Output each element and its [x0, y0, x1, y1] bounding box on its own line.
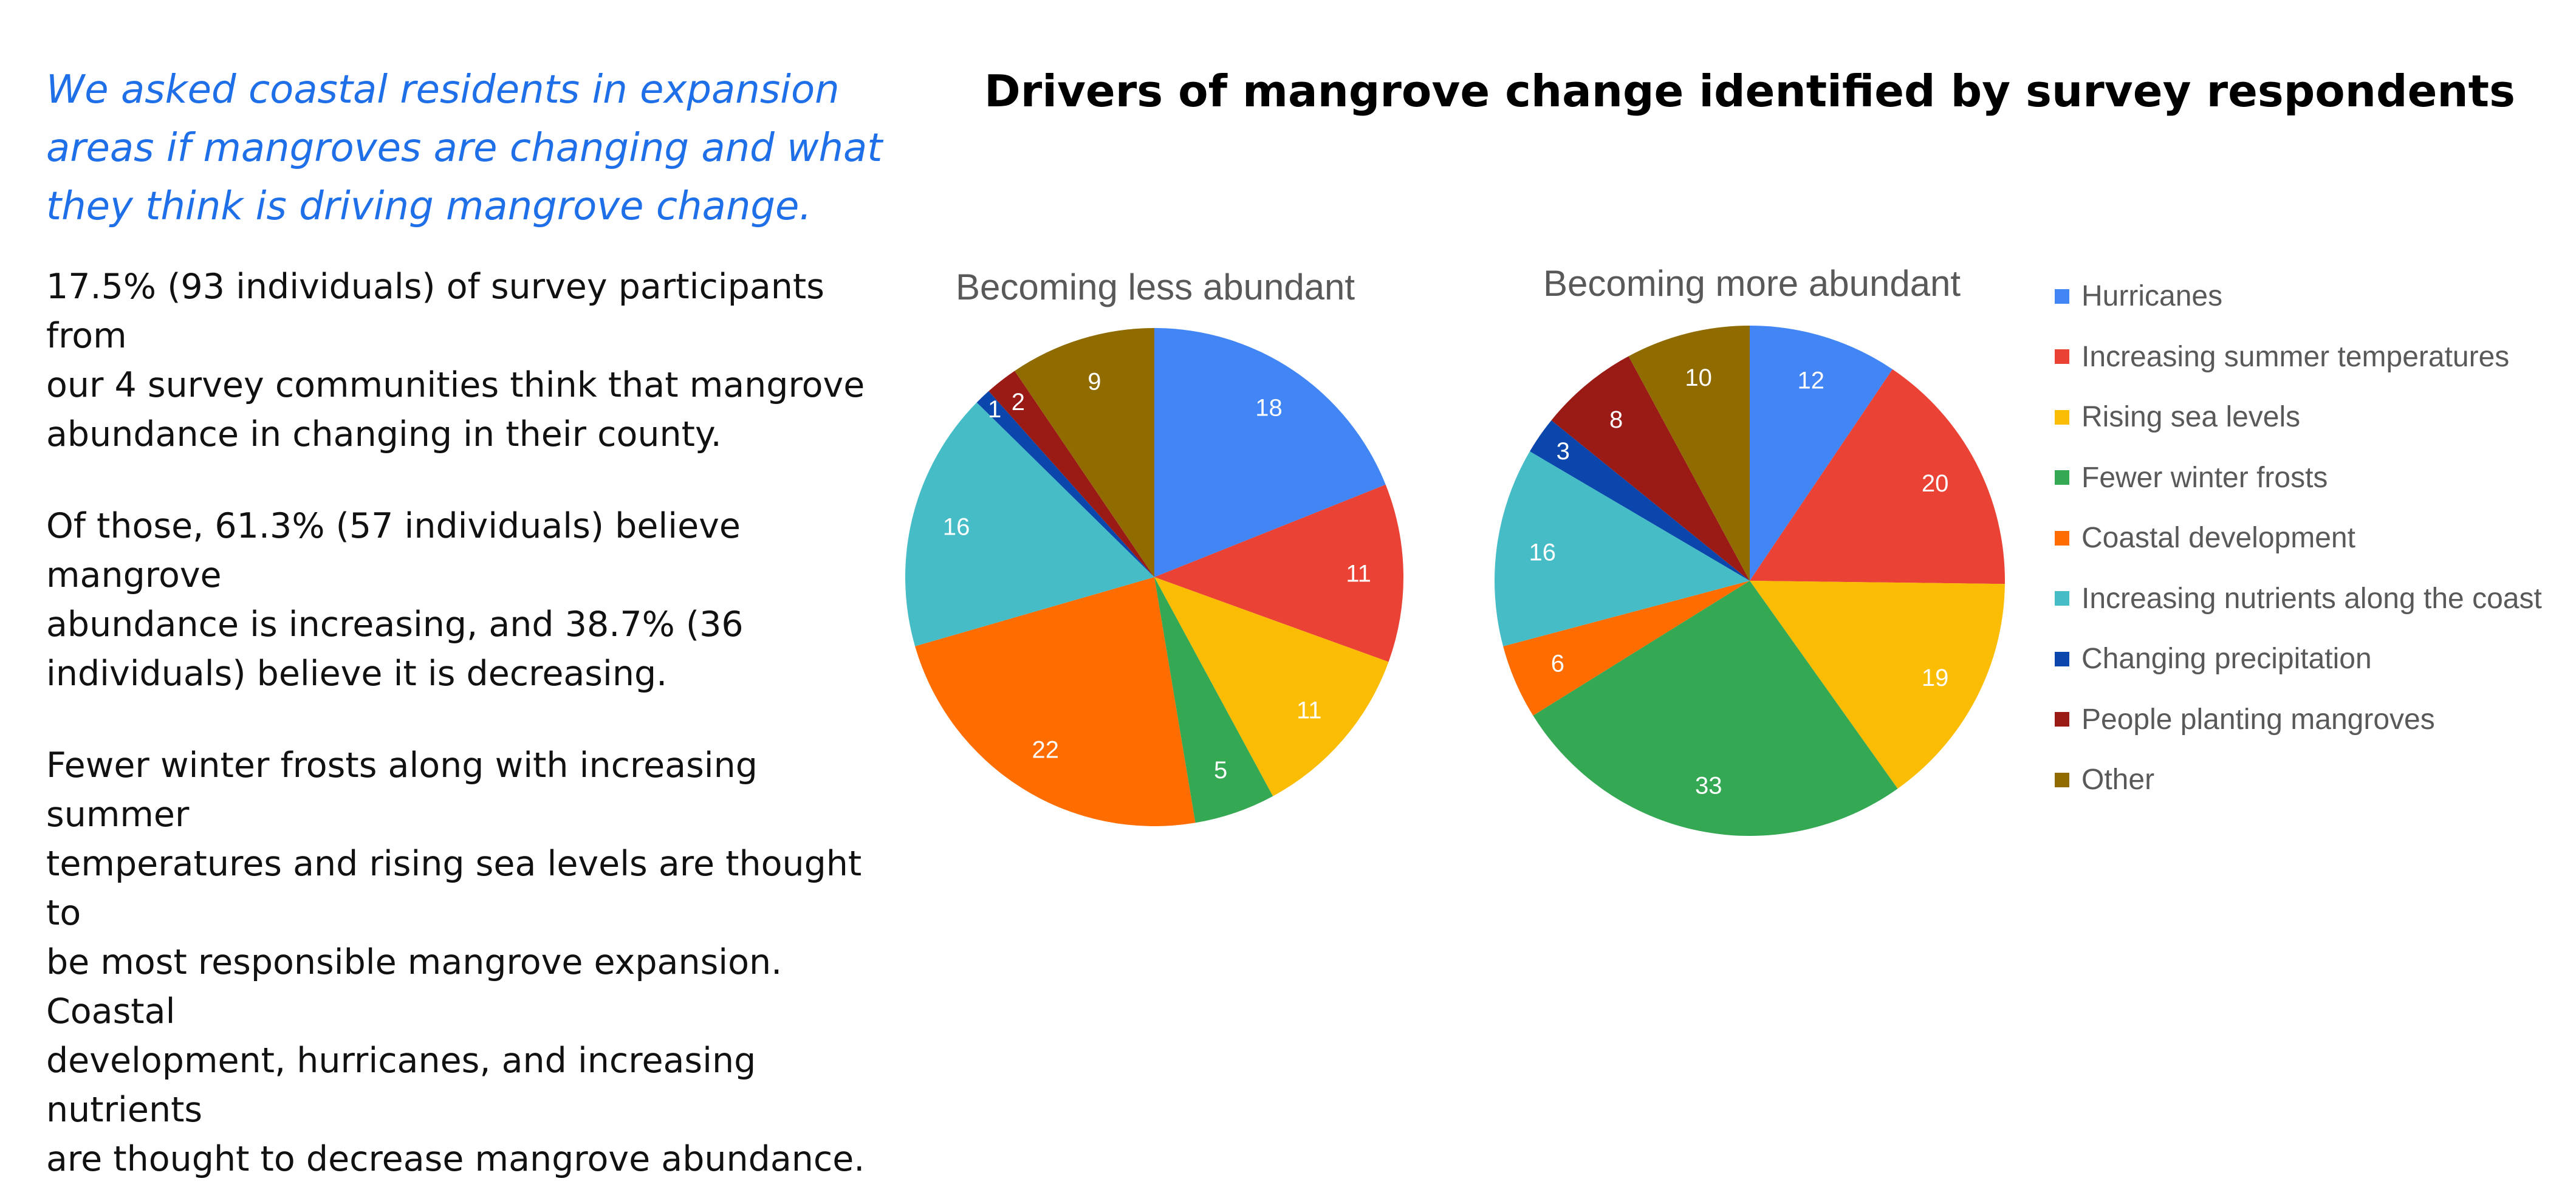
pie-less-slice-coastal-development [915, 577, 1196, 826]
legend-label: Increasing summer temperatures [2081, 340, 2510, 373]
pie-less-slice-rising-sea-levels [1154, 577, 1389, 796]
paragraph-direction: Of those, 61.3% (57 individuals) believe… [46, 506, 744, 694]
legend-swatch [2055, 772, 2069, 787]
legend-item-hurricanes: Hurricanes [2055, 266, 2542, 327]
pie-less-slice-fewer-winter-frosts [1154, 577, 1273, 823]
legend-swatch [2055, 712, 2069, 727]
paragraph-drivers: Fewer winter frosts along with increasin… [46, 745, 865, 1179]
intro-text: We asked coastal residents in expansion … [46, 67, 883, 229]
pie-more-label-other: 10 [1685, 364, 1712, 391]
pie-less-slice-changing-precipitation [976, 391, 1154, 577]
legend-swatch [2055, 591, 2069, 606]
legend-item-increasing-summer-temperatures: Increasing summer temperatures [2055, 327, 2542, 388]
pie-more-label-increasing-summer-temperatures: 20 [1922, 470, 1949, 497]
pie-less-label-coastal-development: 22 [1032, 736, 1060, 763]
pie-title-less-abundant: Becoming less abundant [956, 267, 1355, 307]
pie-more-label-rising-sea-levels: 19 [1922, 665, 1949, 691]
pie-more-slice-hurricanes [1750, 326, 1893, 581]
pie-less-slice-hurricanes [1154, 328, 1386, 577]
legend-label: People planting mangroves [2081, 703, 2435, 736]
legend-label: Hurricanes [2081, 280, 2223, 313]
pie-less-label-changing-precipitation: 1 [988, 396, 1001, 423]
legend-item-other: Other [2055, 750, 2542, 810]
pie-more-slice-increasing-nutrients-along-the-coast [1495, 451, 1750, 646]
pie-less-slice-people-planting-mangroves [988, 371, 1154, 577]
pie-more-slice-changing-precipitation [1530, 420, 1750, 581]
legend-item-rising-sea-levels: Rising sea levels [2055, 387, 2542, 448]
pie-more-slice-increasing-summer-temperatures [1750, 369, 2005, 584]
legend-label: Increasing nutrients along the coast [2081, 582, 2542, 615]
legend-swatch [2055, 349, 2069, 364]
pie-title-more-abundant: Becoming more abundant [1543, 263, 1961, 304]
pie-more-label-people-planting-mangroves: 8 [1609, 406, 1623, 433]
legend-label: Coastal development [2081, 522, 2355, 555]
legend-item-people-planting-mangroves: People planting mangroves [2055, 690, 2542, 750]
pie-less-label-increasing-summer-temperatures: 11 [1346, 560, 1371, 587]
pie-less-label-people-planting-mangroves: 2 [1012, 389, 1025, 416]
legend-label: Fewer winter frosts [2081, 461, 2328, 494]
legend-swatch [2055, 651, 2069, 666]
legend-item-coastal-development: Coastal development [2055, 508, 2542, 569]
paragraph-participants: 17.5% (93 individuals) of survey partici… [46, 267, 865, 454]
pie-less-label-other: 9 [1088, 369, 1101, 395]
pie-chart-less-abundant: 18 11 11 5 22 16 1 2 9 [905, 328, 1403, 826]
text-panel: We asked coastal residents in expansion … [46, 61, 897, 1184]
legend-label: Rising sea levels [2081, 401, 2301, 434]
pie-more-label-coastal-development: 6 [1551, 651, 1564, 677]
pie-less-slice-increasing-summer-temperatures [1154, 484, 1403, 662]
pie-less-label-fewer-winter-frosts: 5 [1214, 757, 1227, 784]
pie-chart-more-abundant: 12 20 19 33 6 16 3 8 10 [1495, 326, 2005, 836]
legend-swatch [2055, 409, 2069, 425]
legend-swatch [2055, 530, 2069, 546]
legend-item-changing-precipitation: Changing precipitation [2055, 629, 2542, 690]
pie-more-label-fewer-winter-frosts: 33 [1695, 773, 1722, 799]
pie-more-slice-rising-sea-levels [1750, 581, 2005, 789]
chart-title: Drivers of mangrove change identified by… [984, 66, 2515, 117]
legend-item-fewer-winter-frosts: Fewer winter frosts [2055, 448, 2542, 508]
chart-legend: Hurricanes Increasing summer temperatures… [2055, 266, 2542, 810]
legend-swatch [2055, 470, 2069, 485]
pie-more-slice-people-planting-mangroves [1551, 356, 1750, 581]
pie-more-slice-other [1628, 326, 1750, 581]
pie-more-label-increasing-nutrients-along-the-coast: 16 [1529, 539, 1557, 566]
pie-less-slice-other [1015, 328, 1154, 577]
pie-more-label-changing-precipitation: 3 [1557, 438, 1570, 465]
legend-swatch [2055, 289, 2069, 304]
pie-less-label-increasing-nutrients-along-the-coast: 16 [943, 513, 970, 540]
pie-less-label-rising-sea-levels: 11 [1297, 697, 1322, 724]
pie-less-label-hurricanes: 18 [1255, 395, 1283, 422]
legend-label: Changing precipitation [2081, 643, 2372, 676]
pie-more-slice-fewer-winter-frosts [1533, 581, 1898, 836]
legend-item-increasing-nutrients-along-the-coast: Increasing nutrients along the coast [2055, 569, 2542, 629]
pie-more-slice-coastal-development [1503, 581, 1750, 716]
pie-more-label-hurricanes: 12 [1797, 368, 1824, 394]
legend-label: Other [2081, 764, 2155, 796]
pie-less-slice-increasing-nutrients-along-the-coast [905, 402, 1154, 646]
